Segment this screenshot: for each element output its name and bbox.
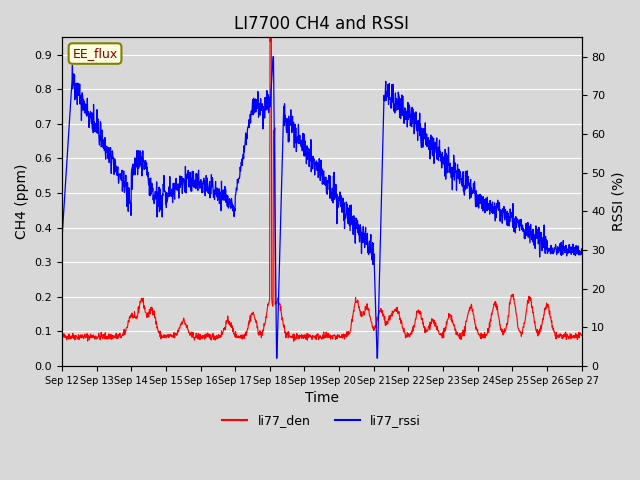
li77_den — [58, 333, 66, 338]
Title: LI7700 CH4 and RSSI: LI7700 CH4 and RSSI — [234, 15, 410, 33]
Line: li77_rssi: li77_rssi — [62, 57, 582, 358]
li77_rssi — [355, 222, 362, 228]
Line: li77_den: li77_den — [62, 38, 582, 341]
Y-axis label: CH4 (ppm): CH4 (ppm) — [15, 164, 29, 240]
Y-axis label: RSSI (%): RSSI (%) — [611, 172, 625, 231]
li77_den — [120, 330, 127, 336]
li77_rssi — [290, 133, 298, 139]
li77_rssi — [578, 246, 586, 252]
li77_rssi — [99, 127, 106, 133]
li77_rssi — [300, 139, 307, 145]
li77_rssi — [58, 236, 66, 241]
li77_den — [355, 303, 362, 309]
li77_den — [267, 35, 275, 41]
li77_den — [290, 338, 298, 344]
li77_rssi — [273, 355, 280, 361]
X-axis label: Time: Time — [305, 391, 339, 405]
Text: EE_flux: EE_flux — [72, 47, 118, 60]
li77_rssi — [269, 54, 277, 60]
li77_den — [290, 332, 298, 337]
li77_rssi — [279, 125, 287, 131]
li77_den — [578, 333, 586, 338]
Legend: li77_den, li77_rssi: li77_den, li77_rssi — [218, 409, 426, 432]
li77_den — [279, 318, 287, 324]
li77_den — [99, 334, 106, 339]
li77_den — [300, 333, 307, 339]
li77_rssi — [120, 183, 127, 189]
